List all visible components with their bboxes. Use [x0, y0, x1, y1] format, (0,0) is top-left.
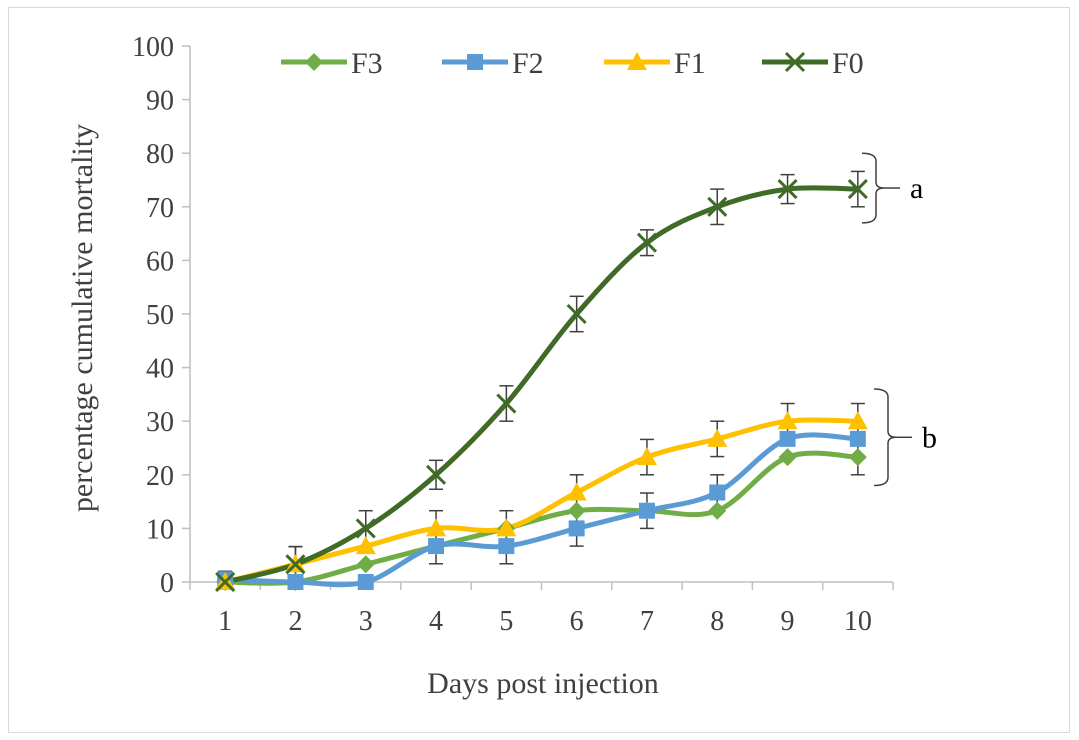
data-point-f2: [568, 520, 585, 537]
data-point-f3: [778, 448, 797, 467]
data-point-f1: [496, 518, 517, 537]
data-point-f0: [285, 554, 306, 575]
data-point-f2: [428, 538, 445, 555]
data-point-f3: [567, 501, 586, 520]
x-tick-label: 9: [781, 606, 795, 637]
legend-label-f1: F1: [674, 47, 706, 80]
y-tick-label: 90: [146, 86, 174, 117]
x-tick-label: 7: [640, 606, 654, 637]
series-line-f0: [222, 185, 861, 585]
y-tick-label: 100: [132, 32, 174, 63]
y-tick-label: 10: [146, 514, 174, 545]
data-point-f3: [356, 555, 375, 574]
data-point-f2: [638, 502, 655, 519]
data-point-f2: [779, 430, 796, 447]
x-tick-label: 4: [429, 606, 443, 637]
x-tick-label: 3: [359, 606, 373, 637]
data-point-f2: [287, 574, 304, 590]
legend-label-f2: F2: [512, 47, 544, 80]
annotation-label-b: b: [922, 421, 937, 454]
bracket-a: [861, 152, 885, 224]
series-markers: [215, 179, 868, 593]
x-axis-title: Days post injection: [427, 667, 659, 700]
series-line-f1: [222, 417, 861, 585]
data-point-f1: [426, 518, 447, 537]
data-point-f0: [215, 571, 236, 593]
group-annotations: ab: [861, 152, 937, 487]
annotation-label-a: a: [910, 172, 923, 205]
data-point-f2: [357, 574, 374, 590]
series-line-f2: [222, 432, 861, 588]
y-axis-title: percentage cumulative mortality: [66, 124, 99, 512]
legend-label-f0: F0: [832, 47, 864, 80]
data-point-f1: [355, 536, 376, 555]
y-tick-label: 80: [146, 139, 174, 170]
data-point-f0: [496, 393, 517, 414]
legend-label-f3: F3: [351, 47, 383, 80]
data-point-f1: [707, 428, 728, 447]
legend-marker-f0: [784, 51, 806, 73]
data-point-f1: [636, 447, 657, 466]
x-tick-label: 2: [288, 606, 302, 637]
legend: F3 F2 F1 F0: [281, 47, 864, 80]
data-point-f0: [707, 196, 728, 217]
data-point-f1: [566, 482, 587, 501]
data-point-f0: [566, 303, 587, 325]
data-point-f2: [709, 484, 726, 501]
data-point-f3: [708, 501, 727, 520]
data-point-f2: [498, 538, 515, 555]
y-tick-label: 70: [146, 193, 174, 224]
y-tick-label: 0: [160, 568, 174, 599]
data-point-f3: [848, 448, 867, 467]
x-tick-label: 8: [710, 606, 724, 637]
x-tick-label: 5: [499, 606, 513, 637]
series-line-f3: [222, 450, 861, 586]
y-tick-label: 40: [146, 354, 174, 385]
data-point-f0: [425, 464, 447, 485]
bracket-b: [873, 388, 897, 487]
x-tick-label: 6: [570, 606, 584, 637]
data-point-f0: [777, 179, 798, 200]
chart-frame: [8, 7, 1070, 733]
data-point-f1: [777, 411, 798, 430]
y-tick-label: 30: [146, 407, 174, 438]
axes: 0 10 20 30 40 50 60 70 80 90 100 1 2 3 4 5 6 7 8 9 10: [132, 32, 894, 637]
legend-marker-f3: [305, 53, 323, 71]
data-point-f0: [636, 232, 658, 253]
y-tick-label: 50: [146, 300, 174, 331]
data-point-f2: [849, 430, 866, 447]
x-tick-label: 10: [844, 606, 872, 637]
data-point-f0: [847, 179, 868, 200]
series-lines: [222, 185, 861, 588]
data-point-f0: [355, 518, 376, 539]
legend-marker-f2: [467, 54, 483, 70]
x-tick-label: 1: [218, 606, 232, 637]
error-bars: [218, 170, 865, 589]
y-tick-label: 60: [146, 246, 174, 277]
data-point-f1: [847, 411, 868, 430]
y-tick-label: 20: [146, 461, 174, 492]
legend-marker-f1: [627, 52, 647, 70]
